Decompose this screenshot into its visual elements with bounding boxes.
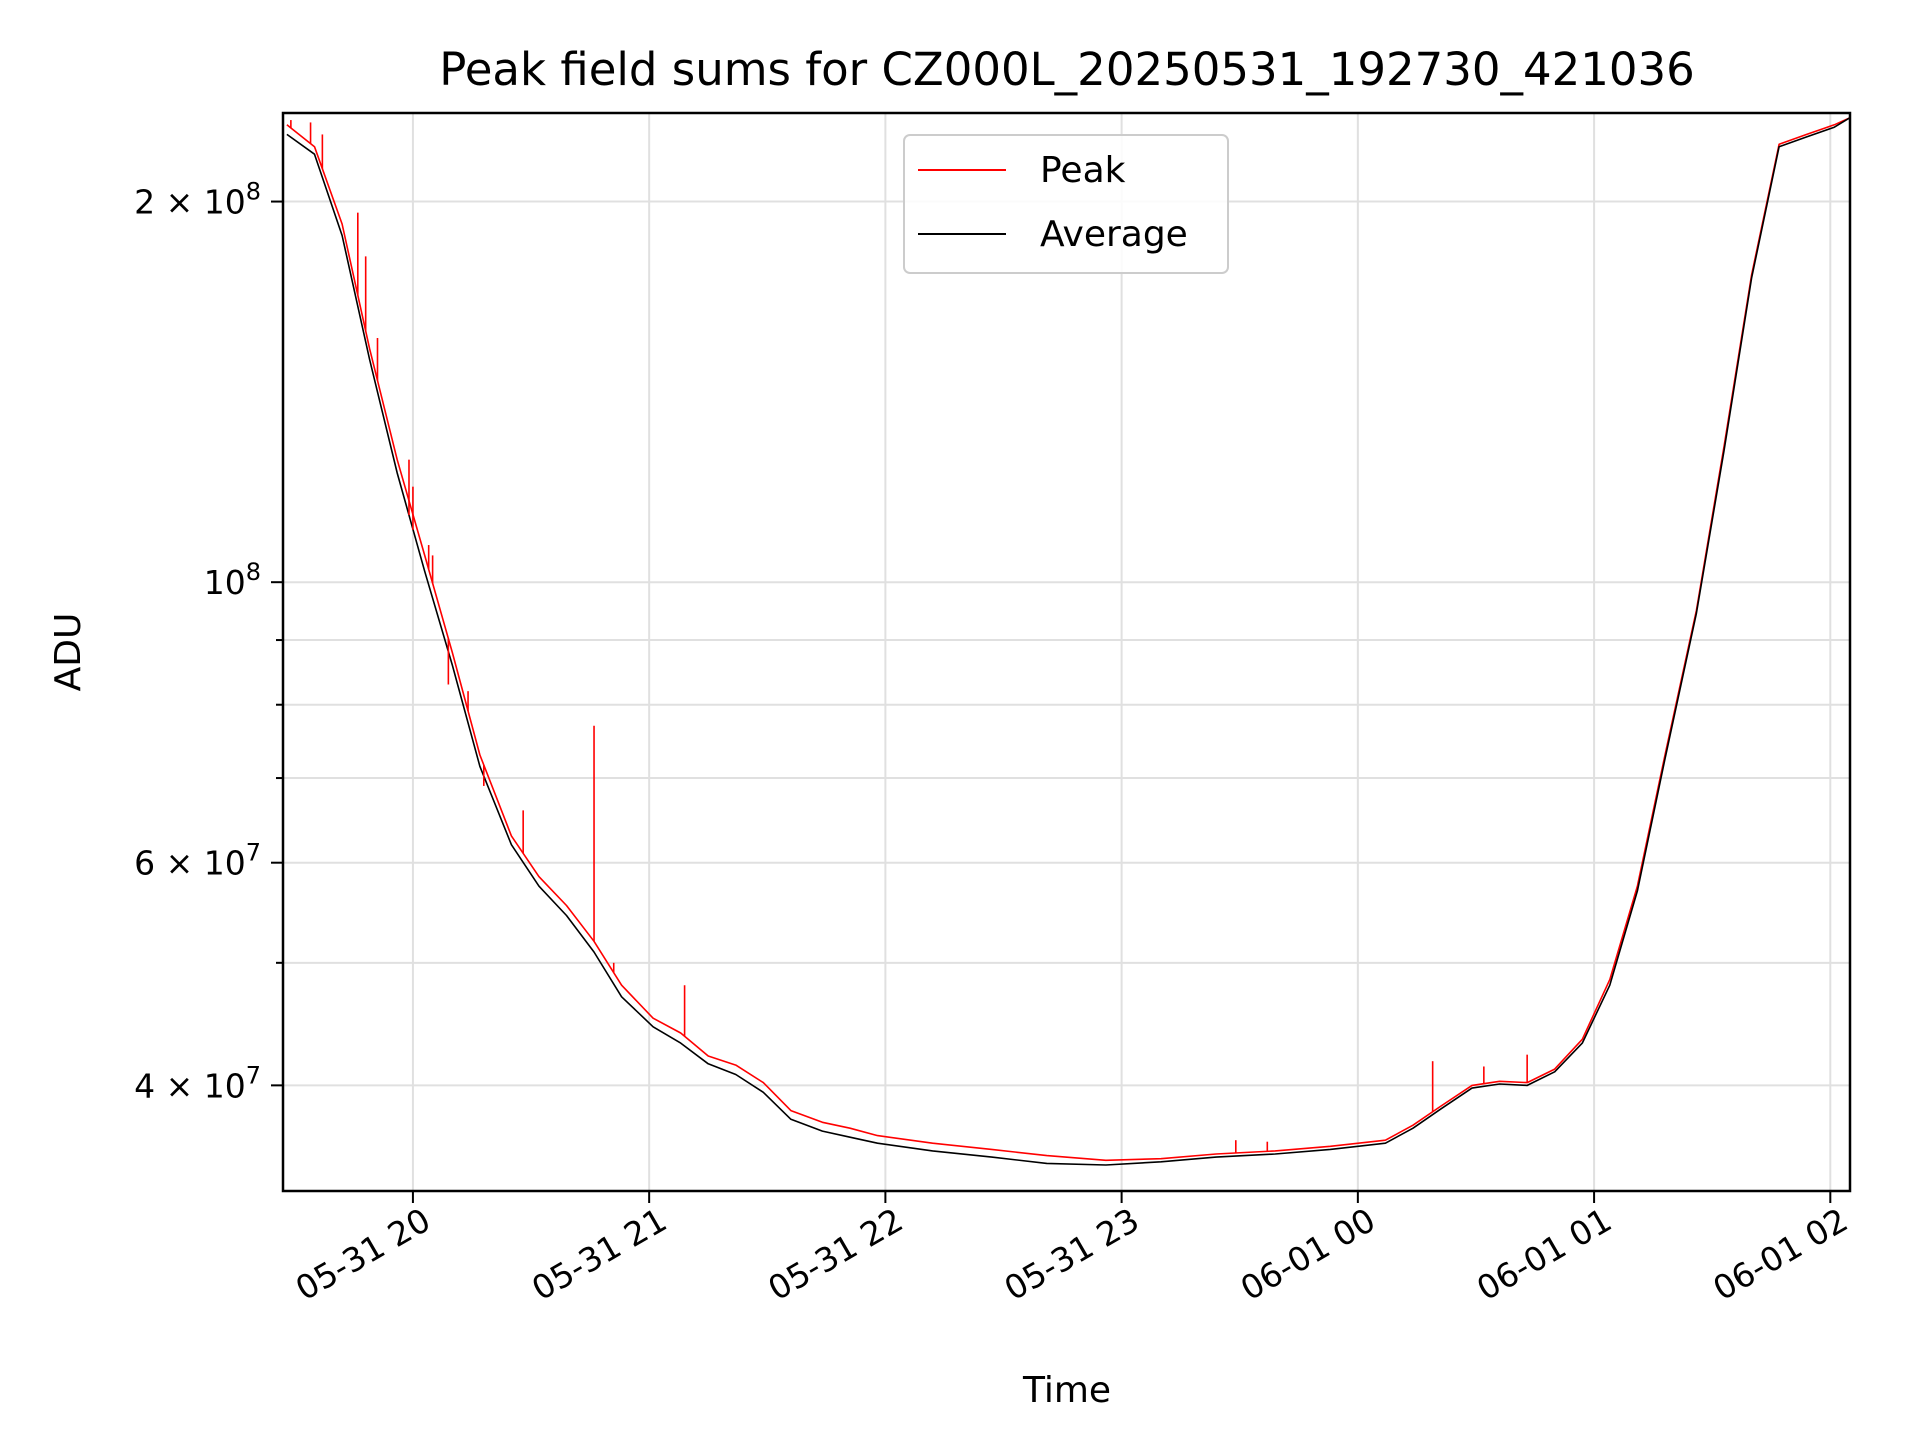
series-line-average bbox=[286, 117, 1851, 1166]
y-tick-label: 6 × 107 bbox=[134, 839, 261, 883]
y-tick-label: 108 bbox=[204, 558, 261, 602]
plot-frame bbox=[281, 111, 1852, 1193]
y-tick-label: 4 × 107 bbox=[134, 1061, 261, 1105]
legend-label-average: Average bbox=[1040, 214, 1188, 255]
y-axis-label: ADU bbox=[48, 613, 89, 692]
series-line-peak bbox=[286, 116, 1851, 1162]
y-axis-ticks: 4 × 107 6 × 107 108 2 × 108 bbox=[134, 178, 283, 1105]
y-tick-label: 2 × 108 bbox=[134, 178, 261, 222]
legend-label-peak: Peak bbox=[1040, 150, 1126, 191]
x-axis-label: Time bbox=[1022, 1370, 1111, 1411]
peak-spikes bbox=[290, 120, 1528, 1153]
legend: Peak Average bbox=[903, 134, 1229, 274]
chart-title: Peak field sums for CZ000L_20250531_1927… bbox=[439, 43, 1695, 96]
series-lines bbox=[286, 116, 1851, 1166]
